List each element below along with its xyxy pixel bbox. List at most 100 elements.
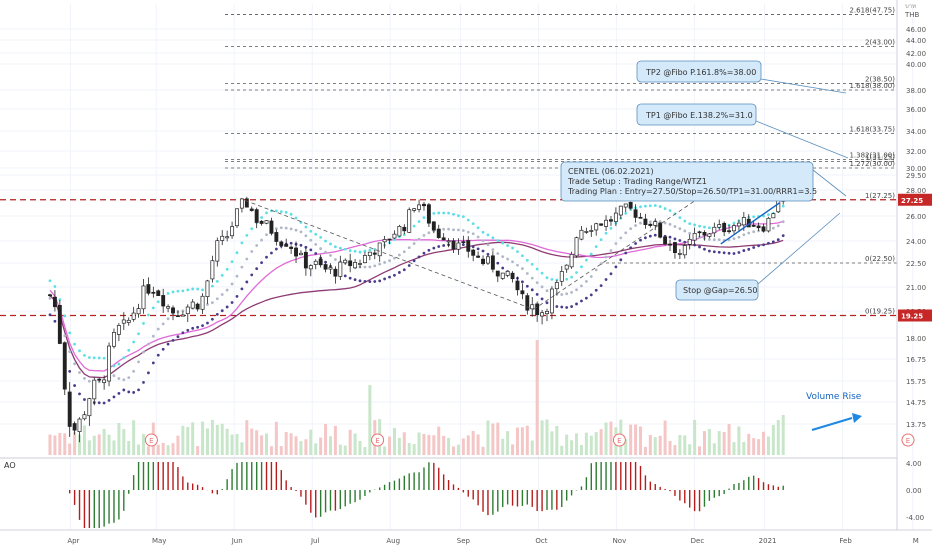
ma-dots-cyan-dot-21 [151,306,155,310]
volume-bar-20 [146,446,150,455]
stop-text: Stop @Gap=26.50 [683,286,758,295]
osc-tick-1: 0.00 [906,487,922,495]
trend-line-up [533,198,698,310]
candle-body-31 [200,295,205,310]
volume-note-text: Volume Rise [806,392,862,402]
candle-body-108 [579,229,584,240]
volume-bar-145 [762,431,766,455]
ma-dots-purple-dot-44 [265,255,268,259]
ma-dots-purple-dot-72 [402,268,406,272]
ma-dots-cyan-dot-125 [663,207,667,210]
volume-bar-90 [491,423,495,455]
ma-dots-gray-dot-110 [589,275,593,278]
ma-dots-purple-dot-104 [560,305,564,309]
volume-bar-38 [235,433,239,455]
callouts: TP2 @Fibo P.161.8%=38.00 TP1 @Fibo E.138.… [560,60,862,432]
candle-body-22 [156,290,161,296]
candle-body-42 [254,209,259,223]
earnings-marker-2 [612,433,626,447]
ma-dots-cyan-dot-111 [594,245,598,249]
candle-body-124 [658,222,663,238]
volume-bar-141 [742,442,746,455]
candle-body-26 [175,315,180,317]
ma-dots-purple-dot-127 [673,237,677,241]
volume-bar-12 [107,434,111,455]
ma-dots-cyan-dot-7 [83,353,86,357]
ma-dots-purple-dot-6 [78,392,81,396]
volume-bar-17 [132,420,136,455]
ma-dots-gray-dot-19 [142,350,145,354]
x-tick-3: Jul [310,537,320,545]
ma-dots-cyan-dot-29 [191,287,195,291]
ma-dots-purple-dot-14 [117,392,121,395]
volume-arrow-shaft [811,416,853,432]
volume-bar-128 [678,434,682,455]
fib-label-8: 1(27.25) [865,192,895,200]
volume-bar-13 [112,440,116,455]
candle-body-88 [481,258,485,265]
volume-bar-11 [102,428,106,455]
volume-bar-22 [156,444,160,455]
ma-dots-gray-dot-129 [683,229,687,233]
earnings-marker-1 [371,433,385,447]
ma-dots-purple-dot-86 [471,245,475,249]
ma-dots-purple-dot-7 [83,398,86,401]
ma-dots-purple-dot-4 [68,370,72,373]
ma-dots-purple-dot-80 [442,244,446,247]
candle-body-17 [131,312,136,320]
candle-body-101 [545,311,549,315]
ma-dots-purple-dot-70 [393,273,396,277]
y-tick-9: 29.50 [906,172,926,180]
candle-body-44 [264,220,269,224]
ma-dots-purple-dot-123 [653,233,657,237]
volume-bar-56 [324,423,328,455]
volume-bar-114 [609,421,613,455]
ma-dots-gray-dot-14 [117,377,121,380]
volume-bar-88 [481,446,485,455]
volume-bar-40 [245,420,249,455]
ma-dots-gray-dot-41 [250,250,254,253]
volume-bar-48 [284,431,288,455]
candle-body-0 [48,294,52,297]
volume-bar-27 [181,425,185,455]
ma-dots-purple-dot-53 [309,248,313,252]
candle-body-129 [682,245,687,256]
ma-dots-purple-dot-112 [599,284,603,288]
ma-dots-purple-dot-110 [589,293,593,297]
candle-body-25 [171,307,175,314]
ma-dots-cyan-dot-6 [78,349,81,353]
x-tick-4: Aug [386,537,400,545]
candle-body-137 [722,222,727,233]
x-tick-1: May [152,537,166,545]
candle-body-134 [707,233,712,237]
ma-dots-gray-dot-105 [565,292,569,296]
ma-dots-cyan-dot-74 [412,224,416,228]
ma-dots-cyan-dot-46 [274,209,278,213]
ma-dots-cyan-dot-134 [707,226,711,230]
ma-dots-gray-dot-139 [732,237,736,241]
candle-body-70 [392,233,397,239]
ma-dots-cyan-dot-128 [678,216,682,220]
candle-body-147 [771,213,776,219]
y-tick-17: 16.75 [906,356,926,364]
volume-bar-50 [294,436,298,455]
ma-dots-purple-dot-131 [693,243,697,247]
candle-body-128 [677,253,682,255]
ma-dots-cyan-dot-143 [752,215,756,219]
ma-dots-gray-dot-108 [580,284,583,288]
ma-dots-purple-dot-99 [535,293,539,296]
candle-body-36 [225,236,230,239]
volume-bar-139 [732,442,736,455]
ma-dots-purple-dot-63 [358,279,362,283]
volume-bar-130 [688,444,692,455]
candle-body-54 [313,260,318,265]
ma-dots-purple-dot-13 [112,395,116,399]
ma-dots-gray-dot-16 [127,376,131,380]
ma-dots-purple-dot-73 [407,264,411,267]
ma-dots-cyan-dot-108 [580,265,583,269]
tp1-text: TP1 @Fibo E.138.2%=31.0 [645,111,753,120]
volume-bar-43 [260,435,264,455]
y-tick-5: 36.00 [906,106,926,114]
